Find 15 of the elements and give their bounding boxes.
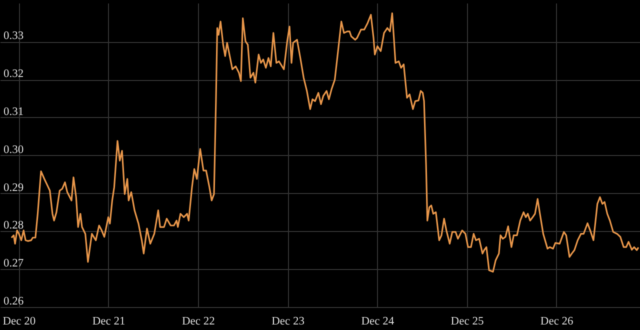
x-tick-label: Dec 22: [182, 316, 216, 328]
y-tick-label: 0.31: [4, 106, 24, 118]
y-tick-label: 0.26: [4, 296, 24, 308]
x-tick-label: Dec 24: [361, 316, 394, 328]
y-tick-label: 0.30: [4, 144, 24, 156]
y-tick-label: 0.32: [4, 68, 24, 80]
y-tick-label: 0.28: [4, 220, 24, 232]
x-tick-label: Dec 25: [450, 316, 484, 328]
x-tick-label: Dec 20: [2, 316, 36, 328]
y-tick-label: 0.27: [4, 258, 24, 270]
y-tick-label: 0.33: [4, 30, 24, 42]
x-tick-label: Dec 21: [92, 316, 126, 328]
y-tick-label: 0.29: [4, 182, 24, 194]
x-tick-label: Dec 23: [272, 316, 305, 328]
x-tick-label: Dec 26: [540, 316, 574, 328]
